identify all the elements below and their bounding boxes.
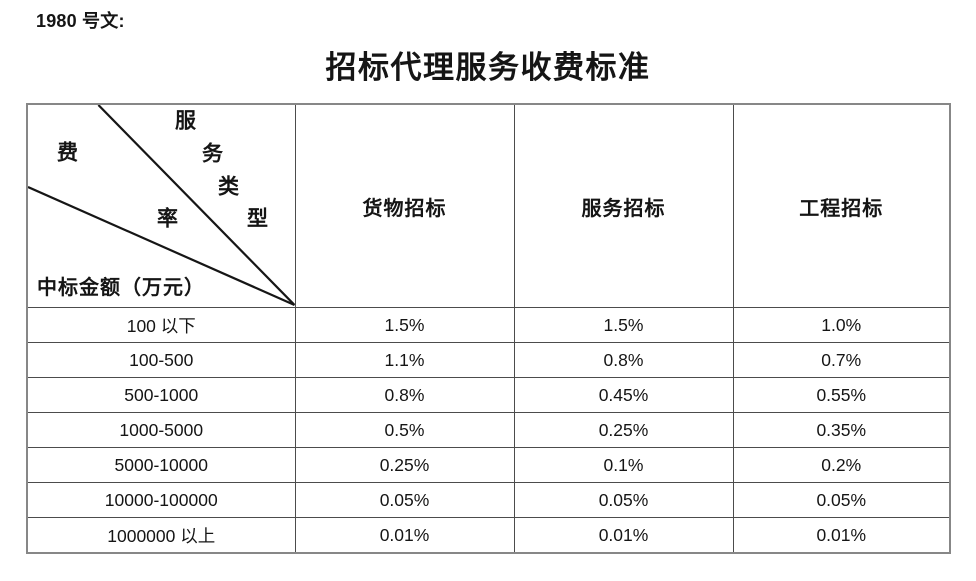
row-range: 100 以下 <box>26 307 296 343</box>
fee-value: 0.8% <box>513 342 734 378</box>
fee-value: 0.2% <box>732 447 951 483</box>
column-header-works: 工程招标 <box>732 103 951 308</box>
fee-value: 0.1% <box>513 447 734 483</box>
table-row: 500-1000 0.8% 0.45% 0.55% <box>26 377 951 413</box>
fee-value: 1.1% <box>294 342 515 378</box>
column-header-goods: 货物招标 <box>294 103 515 308</box>
table-row: 100 以下 1.5% 1.5% 1.0% <box>26 307 951 343</box>
row-range: 1000000 以上 <box>26 517 296 554</box>
fee-value: 0.8% <box>294 377 515 413</box>
corner-label-rate: 率 <box>157 206 179 231</box>
fee-value: 0.01% <box>294 517 515 554</box>
fee-value: 1.5% <box>513 307 734 343</box>
row-range: 100-500 <box>26 342 296 378</box>
fee-value: 1.0% <box>732 307 951 343</box>
page-title: 招标代理服务收费标准 <box>325 50 651 85</box>
fee-value: 0.05% <box>513 482 734 518</box>
row-range: 500-1000 <box>26 377 296 413</box>
fee-value: 0.55% <box>732 377 951 413</box>
fee-value: 0.05% <box>732 482 951 518</box>
fee-value: 0.01% <box>513 517 734 554</box>
table-row: 1000000 以上 0.01% 0.01% 0.01% <box>26 517 951 554</box>
corner-label-service-type-char: 型 <box>247 206 269 231</box>
header-row: 服 务 类 型 费 率 中标金额（万元） 货物招标 服务招标 工程招标 <box>26 103 951 308</box>
fee-value: 0.5% <box>294 412 515 448</box>
table-corner-cell: 服 务 类 型 费 率 中标金额（万元） <box>26 103 296 308</box>
row-range: 1000-5000 <box>26 412 296 448</box>
corner-label-service-type-char: 服 <box>175 108 197 133</box>
column-header-services: 服务招标 <box>513 103 734 308</box>
corner-label-amount: 中标金额（万元） <box>37 277 205 299</box>
row-range: 5000-10000 <box>26 447 296 483</box>
corner-label-service-type-char: 类 <box>218 174 240 199</box>
diagonal-divider-lines <box>28 105 294 306</box>
fee-value: 0.35% <box>732 412 951 448</box>
fee-value: 1.5% <box>294 307 515 343</box>
fee-value: 0.7% <box>732 342 951 378</box>
row-range: 10000-100000 <box>26 482 296 518</box>
corner-label-service-type-char: 务 <box>202 141 224 166</box>
table-row: 10000-100000 0.05% 0.05% 0.05% <box>26 482 951 518</box>
corner-label-fee: 费 <box>57 140 79 165</box>
fee-value: 0.05% <box>294 482 515 518</box>
fee-value: 0.25% <box>294 447 515 483</box>
table-row: 1000-5000 0.5% 0.25% 0.35% <box>26 412 951 448</box>
fee-table: 服 务 类 型 费 率 中标金额（万元） 货物招标 服务招标 工程招标 100 … <box>26 103 951 554</box>
fee-value: 0.25% <box>513 412 734 448</box>
table-row: 5000-10000 0.25% 0.1% 0.2% <box>26 447 951 483</box>
table-row: 100-500 1.1% 0.8% 0.7% <box>26 342 951 378</box>
fee-value: 0.01% <box>732 517 951 554</box>
fee-value: 0.45% <box>513 377 734 413</box>
doc-number: 1980 号文: <box>36 11 125 31</box>
